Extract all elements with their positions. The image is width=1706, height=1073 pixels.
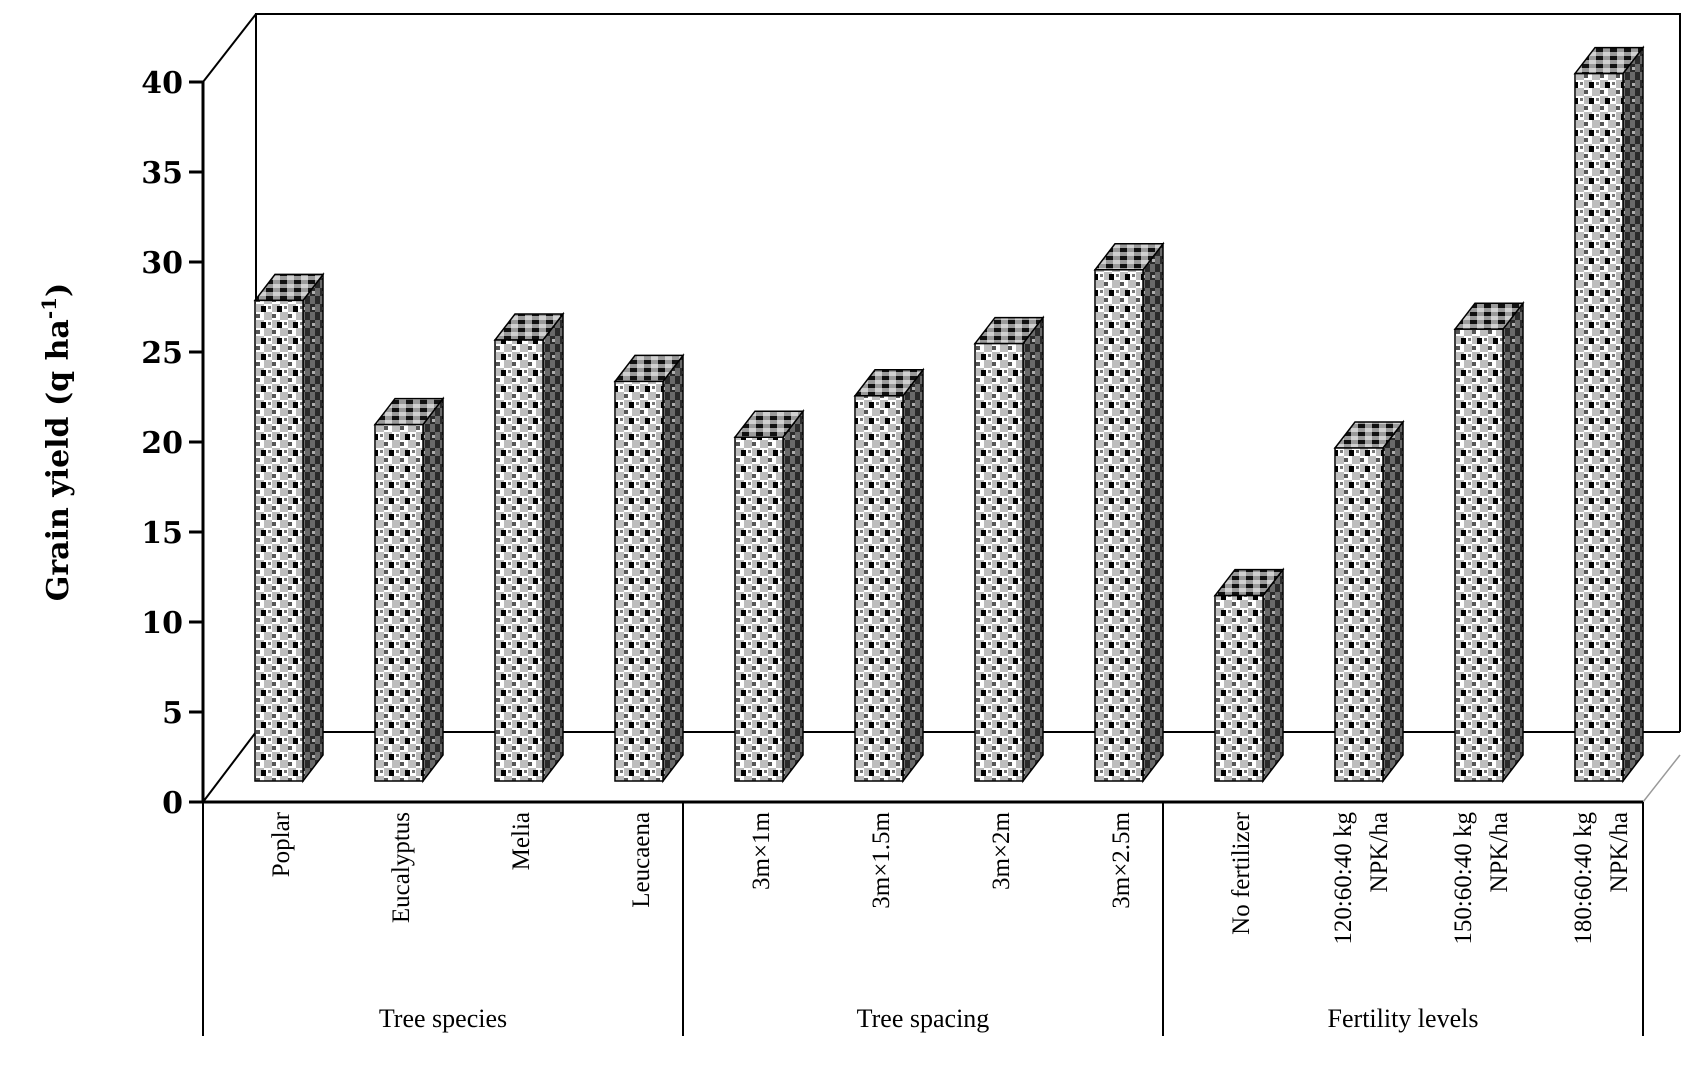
bar-front	[614, 380, 664, 782]
y-tick-label: 40	[141, 66, 183, 101]
x-category-label: 150:60:40 kg NPK/ha	[1450, 812, 1513, 945]
y-tick-label: 0	[162, 786, 183, 821]
y-tick-label: 10	[141, 606, 183, 641]
bar-side	[662, 353, 684, 784]
y-tick-label: 35	[141, 156, 183, 191]
bar	[1213, 567, 1285, 784]
y-tick-label: 5	[162, 696, 183, 731]
left-depth-top	[202, 13, 257, 83]
y-tick-label: 20	[141, 426, 183, 461]
bar	[733, 408, 805, 784]
bar	[1453, 300, 1525, 784]
bar-side	[1262, 567, 1284, 784]
x-category-label: 3m×1.5m	[868, 811, 895, 908]
bar-side	[902, 367, 924, 784]
x-category-label: 3m×2.5m	[1108, 811, 1135, 908]
bar-front	[974, 342, 1024, 782]
group-label: Fertility levels	[1328, 1004, 1479, 1033]
x-category-label: Melia	[508, 812, 535, 870]
bar	[373, 396, 445, 784]
floor-left-edge	[202, 731, 257, 803]
bar-side	[542, 311, 564, 784]
bar-side	[1022, 315, 1044, 784]
x-category-label: 3m×1m	[748, 811, 775, 890]
bar-side	[782, 408, 804, 784]
bar-side	[1622, 45, 1644, 784]
bar-front	[1574, 72, 1624, 782]
bar-front	[1454, 328, 1504, 782]
bar-side	[302, 272, 324, 784]
x-category-label: 3m×2m	[988, 811, 1015, 890]
x-category-label: 180:60:40 kg NPK/ha	[1570, 812, 1633, 945]
bar	[253, 272, 325, 784]
y-tick-label: 15	[141, 516, 183, 551]
group-labels: Tree species Tree spacing Fertility levels	[202, 802, 1644, 1036]
y-tick-label: 25	[141, 336, 183, 371]
y-ticks: 0 5 10 15 20 25 30 35 40	[141, 66, 203, 821]
bar	[613, 353, 685, 784]
x-category-label: Eucalyptus	[388, 812, 415, 923]
bar-front	[374, 423, 424, 782]
bar	[1093, 241, 1165, 784]
group-label: Tree species	[379, 1004, 507, 1033]
bar	[1333, 419, 1405, 784]
bar-side	[1382, 419, 1404, 784]
bar-side	[422, 396, 444, 784]
y-axis-label: Grain yield (q ha-1)	[37, 283, 76, 602]
bar-front	[254, 299, 304, 782]
bar-front	[854, 395, 904, 782]
bar	[973, 315, 1045, 784]
bar-side	[1142, 241, 1164, 784]
x-category-label: Poplar	[268, 811, 295, 877]
bars	[253, 45, 1645, 784]
x-category-label: No fertilizer	[1228, 811, 1255, 935]
y-tick-label: 30	[141, 246, 183, 281]
floor-right-edge	[1642, 754, 1681, 803]
category-labels: Poplar Eucalyptus Melia Leucaena 3m×1m 3m×1.5…	[268, 811, 1633, 944]
bar-side	[1502, 300, 1524, 784]
bar-front	[1094, 269, 1144, 782]
bar-front	[494, 339, 544, 782]
bar-front	[1214, 594, 1264, 782]
x-category-label: Leucaena	[628, 812, 655, 908]
x-category-label: 120:60:40 kg NPK/ha	[1330, 812, 1393, 945]
bar-front	[734, 436, 784, 782]
bar	[1573, 45, 1645, 784]
bar	[493, 311, 565, 784]
bar-front	[1334, 447, 1384, 782]
group-label: Tree spacing	[857, 1004, 990, 1033]
bar	[853, 367, 925, 784]
